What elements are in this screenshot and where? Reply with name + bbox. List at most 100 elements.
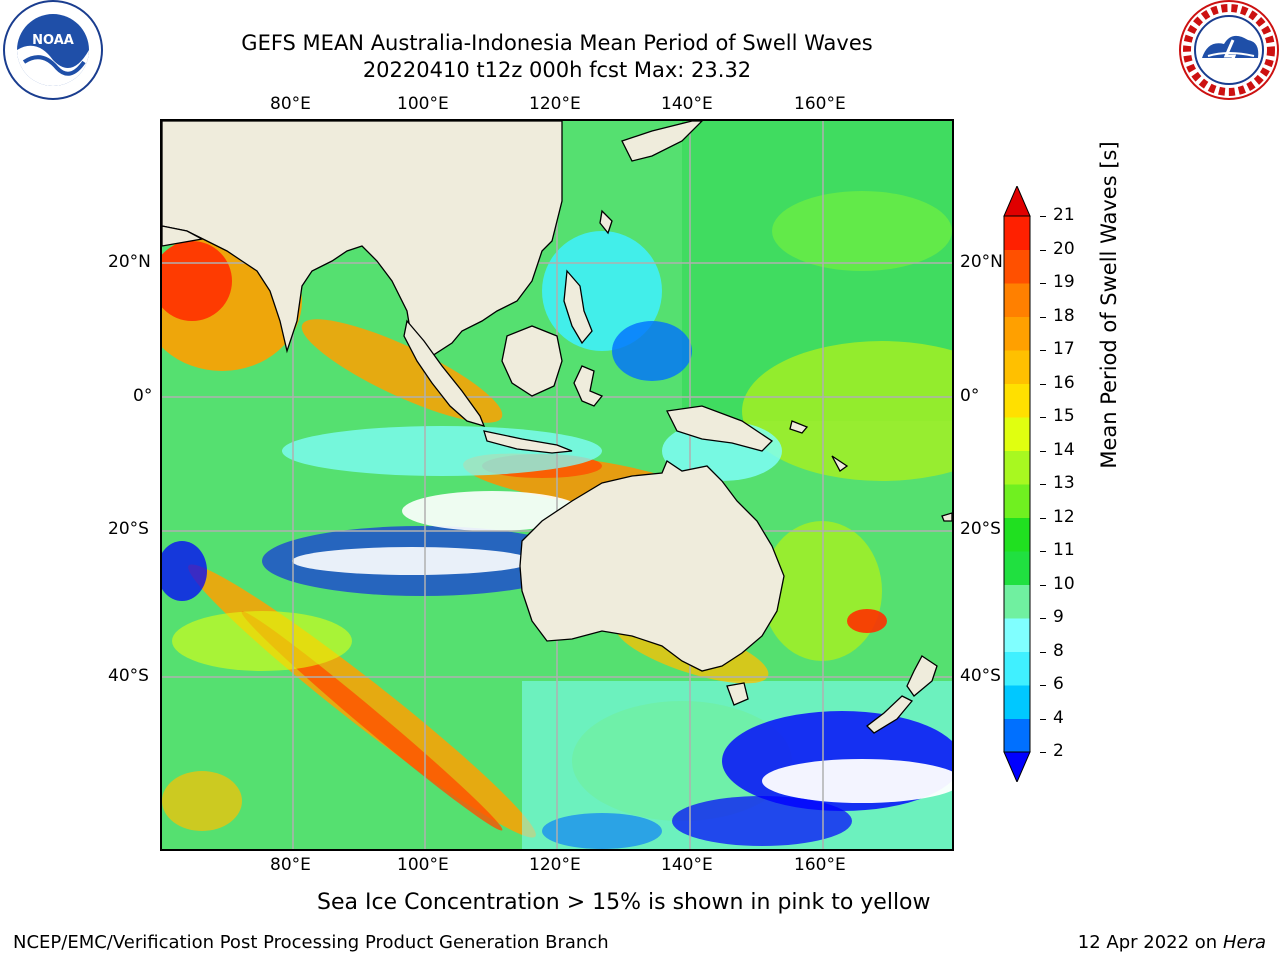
colorbar-ticks: 2 4 6 8 9 10 11 12 13 14 15 16 17 18 19 20 21 [1040,0,1110,960]
footer-date-text: 12 Apr 2022 on [1077,932,1223,953]
colorbar-tick-label: 6 [1053,674,1064,694]
colorbar-band [1004,383,1030,418]
japan [621,121,703,162]
lon-label-120e-top: 120°E [529,94,581,114]
colorbar-tick-mark [1040,517,1046,519]
new-guinea [666,405,774,452]
lat-label-20s-left: 20°S [108,519,149,539]
asia-mainland [162,121,563,373]
colorbar-tick-mark [1040,383,1046,385]
sea-ice-note: Sea Ice Concentration > 15% is shown in … [317,890,931,915]
colorbar-tick-mark [1040,718,1046,720]
nws-logo [1178,0,1280,102]
colorbar-tick-mark [1040,584,1046,586]
australia [519,460,785,672]
colorbar-tick-label: 8 [1053,640,1064,661]
footer-credit: NCEP/EMC/Verification Post Processing Pr… [13,932,609,953]
noaa-logo-text: NOAA [32,33,74,48]
lat-label-40s-left: 40°S [108,666,149,686]
lat-label-0-left: 0° [133,386,153,406]
lon-label-120e-bottom: 120°E [529,855,581,875]
lon-label-140e-bottom: 140°E [661,855,713,875]
colorbar-tick-label: 21 [1053,205,1075,225]
lat-label-20n-right: 20°N [960,252,1003,272]
colorbar-extend-low [1003,751,1031,784]
noaa-logo: NOAA [2,0,104,102]
lat-label-20s-right: 20°S [960,519,1001,539]
chart-title: GEFS MEAN Australia-Indonesia Mean Perio… [241,31,873,55]
colorbar-band [1004,316,1030,351]
colorbar-tick-mark [1040,651,1046,653]
footer-host: Hera [1222,932,1266,953]
colorbar-tick-label: 18 [1053,305,1075,326]
colorbar-svg [1003,184,1031,784]
lon-label-140e-top: 140°E [661,94,713,114]
colorbar-tick-mark [1040,249,1046,251]
colorbar-band [1004,584,1030,619]
colorbar-tick-label: 11 [1053,540,1075,560]
new-zealand-north [906,655,938,697]
colorbar-tick-mark [1040,450,1046,452]
colorbar-tick-label: 19 [1053,272,1075,292]
new-zealand-south [866,695,914,734]
colorbar-tick-label: 2 [1053,741,1064,761]
lon-label-100e-top: 100°E [397,94,449,114]
colorbar-tick-label: 13 [1053,473,1075,493]
colorbar-band [1004,350,1030,384]
lat-label-20n-left: 20°N [108,252,151,272]
colorbar-tick-mark [1040,618,1046,619]
colorbar-extend-high [1003,184,1031,217]
tasmania [726,682,749,706]
java [483,430,573,454]
colorbar-tick-mark [1040,752,1046,753]
colorbar-band [1004,484,1030,518]
swell-period-map [160,119,954,851]
lat-label-0-right: 0° [960,386,980,406]
lon-label-80e-bottom: 80°E [270,855,311,875]
map-field [162,121,952,849]
colorbar-tick-mark [1040,350,1046,351]
lon-label-160e-bottom: 160°E [794,855,846,875]
colorbar-tick-label: 16 [1053,372,1075,393]
colorbar-band [1004,517,1030,552]
colorbar-tick-label: 10 [1053,573,1075,594]
chart-subtitle: 20220410 t12z 000h fcst Max: 23.32 [362,58,752,82]
colorbar-band [1004,249,1030,284]
colorbar-band [1004,718,1030,753]
land [162,121,952,734]
lon-label-100e-bottom: 100°E [397,855,449,875]
colorbar-tick-label: 12 [1053,506,1075,527]
colorbar-tick-label: 20 [1053,238,1075,259]
colorbar-band [1004,685,1030,719]
colorbar-band [1004,450,1030,485]
colorbar-label: Mean Period of Swell Waves [s] [1097,141,1121,469]
colorbar-tick-mark [1040,685,1046,686]
colorbar-tick-mark [1040,417,1046,418]
colorbar-tick-label: 17 [1053,339,1075,359]
lon-label-160e-top: 160°E [794,94,846,114]
colorbar-tick-label: 9 [1053,607,1064,627]
sulawesi [573,365,604,407]
colorbar-tick-label: 15 [1053,406,1075,426]
colorbar-band [1004,283,1030,317]
colorbar-tick-label: 4 [1053,707,1064,728]
colorbar-band [1004,618,1030,652]
colorbar-tick-mark [1040,551,1046,552]
colorbar [1000,184,1040,784]
colorbar-tick-mark [1040,484,1046,485]
colorbar-band [1004,651,1030,686]
colorbar-tick-mark [1040,283,1046,284]
colorbar-tick-label: 14 [1053,439,1075,460]
colorbar-tick-mark [1040,316,1046,318]
colorbar-tick-mark [1040,216,1046,217]
philippines [563,269,593,345]
colorbar-band [1004,551,1030,585]
lat-label-40s-right: 40°S [960,666,1001,686]
colorbar-band [1004,216,1030,250]
colorbar-band [1004,417,1030,451]
sumatra [403,319,486,428]
footer-date: 12 Apr 2022 on Hera [1078,932,1266,953]
lon-label-80e-top: 80°E [270,94,311,114]
colorbar-outline [1003,215,1031,753]
borneo [501,325,563,397]
